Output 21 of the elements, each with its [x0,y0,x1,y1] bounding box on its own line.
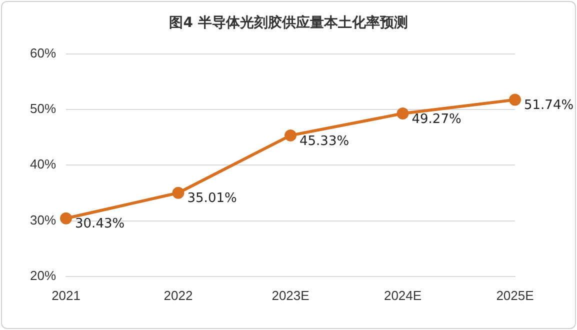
x-tick-label: 2022 [164,288,193,303]
x-tick-label: 2025E [496,288,534,303]
data-label: 45.33% [300,134,350,149]
y-tick-label: 40% [30,156,56,172]
point [509,94,521,106]
y-tick-label: 60% [30,45,56,60]
x-tick-label: 2021 [52,288,80,303]
chart-title: 图4 半导体光刻胶供应量本土化率预测 [168,14,409,32]
point [60,212,72,224]
data-label: 30.43% [75,216,125,232]
data-label: 51.74% [524,98,574,114]
point [396,108,409,120]
point [172,186,184,199]
y-tick-label: 30% [30,212,56,228]
point [284,129,297,142]
y-tick-label: 20% [30,268,56,283]
data-label: 49.27% [412,112,462,127]
y-tick-label: 50% [30,101,56,116]
x-tick-label: 2023E [272,288,310,303]
data-label: 35.01% [187,191,237,206]
x-tick-label: 2024E [384,288,422,303]
